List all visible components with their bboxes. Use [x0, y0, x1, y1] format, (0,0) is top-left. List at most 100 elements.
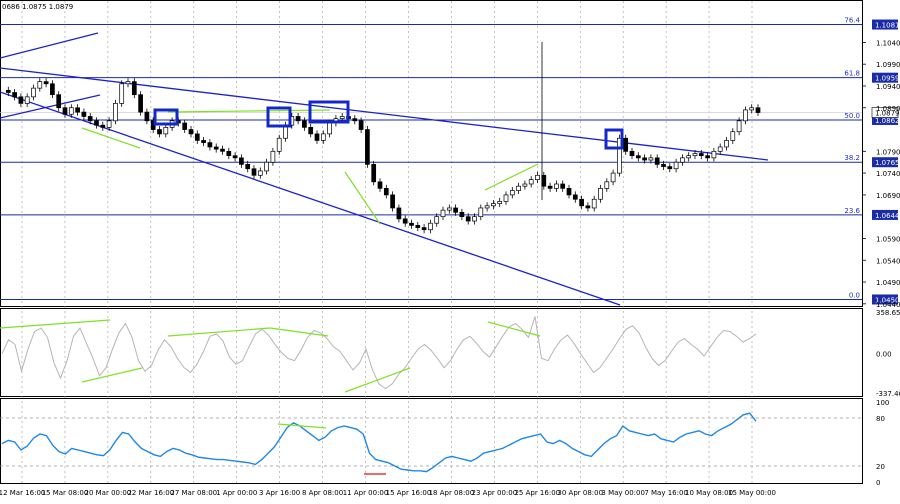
- candle-body: [453, 207, 458, 213]
- candle-body: [717, 146, 723, 152]
- candle-body: [554, 183, 559, 189]
- level-price-label: 1.0644: [875, 212, 900, 220]
- candle-body: [446, 207, 452, 211]
- candle-body: [113, 103, 118, 122]
- x-tick-label: 12 Mar 16:00: [0, 489, 45, 497]
- divergence-line: [344, 171, 381, 225]
- candle-body: [749, 107, 755, 111]
- rsi-tick-label: 0: [876, 479, 880, 487]
- x-tick-label: 8 Apr 08:00: [302, 489, 343, 497]
- candle-body: [377, 181, 383, 189]
- cci-divergence-line: [269, 327, 329, 337]
- candle-body: [491, 203, 496, 207]
- candle-body: [226, 150, 232, 157]
- candle-body: [535, 174, 540, 180]
- current-price-box: [871, 107, 899, 118]
- candle-body: [610, 172, 616, 183]
- rsi-tick-label: 100: [876, 399, 889, 407]
- trendline: [0, 32, 99, 59]
- candle-body: [276, 137, 282, 152]
- x-tick-label: 1 Apr 00:00: [216, 489, 257, 497]
- fib-label: 0.0: [849, 291, 860, 299]
- candle-body: [698, 153, 704, 157]
- candle-body: [365, 129, 370, 165]
- candle-body: [119, 83, 125, 104]
- candle-body: [572, 194, 578, 200]
- candle-body: [207, 142, 213, 148]
- y-tick-label: 1.1040: [876, 39, 900, 47]
- candle-body: [497, 201, 503, 204]
- candle-body: [661, 164, 666, 167]
- candle-body: [736, 120, 742, 133]
- trendline: [0, 94, 101, 119]
- candle-body: [62, 107, 68, 115]
- x-tick-label: 30 Apr 08:00: [557, 489, 603, 497]
- x-tick-label: 25 Apr 16:00: [514, 489, 560, 497]
- fib-label: 76.4: [844, 17, 860, 25]
- y-tick-label: 1.0540: [876, 257, 900, 265]
- divergence-line: [484, 163, 539, 191]
- level-price-label: 1.1081: [875, 22, 900, 30]
- candle-body: [604, 181, 610, 189]
- candle-body: [201, 140, 206, 143]
- candle-body: [245, 164, 251, 170]
- candle-body: [522, 183, 528, 187]
- y-tick-label: 1.0490: [876, 279, 900, 287]
- x-tick-label: 10 May 08:00: [685, 489, 733, 497]
- cci-tick-label: 358.6587: [876, 309, 900, 317]
- candle-body: [81, 111, 87, 117]
- candle-body: [358, 120, 364, 130]
- divergence-lines: [81, 109, 539, 225]
- candle-body: [295, 116, 301, 122]
- level-price-box: [872, 114, 898, 125]
- candle-body: [194, 133, 200, 141]
- y-tick-label: 1.0590: [876, 235, 900, 243]
- candle-body: [314, 133, 320, 141]
- candle-body: [623, 137, 629, 152]
- candle-body: [547, 185, 553, 189]
- x-tick-label: 3 May 00:00: [601, 489, 645, 497]
- rsi-tick-label: 80: [876, 415, 885, 423]
- candle-body: [251, 168, 257, 176]
- candle-body: [402, 218, 408, 224]
- candle-body: [239, 157, 244, 165]
- y-tick-label: 1.0990: [876, 61, 900, 69]
- signal-marker: [308, 100, 350, 124]
- candle-body: [264, 161, 269, 172]
- y-tick-label: 1.0690: [876, 192, 900, 200]
- candle-body: [131, 81, 137, 96]
- cci-divergence-line: [81, 367, 143, 383]
- signal-marker: [604, 128, 624, 150]
- signal-marker: [266, 106, 292, 128]
- candle-body: [302, 120, 307, 128]
- candle-body: [484, 205, 490, 209]
- candle-body: [503, 194, 509, 202]
- candlesticks: [5, 42, 761, 234]
- candle-body: [465, 216, 471, 222]
- y-tick-label: 1.0890: [876, 105, 900, 113]
- cci-divergence-line: [344, 367, 411, 393]
- candle-body: [591, 198, 597, 209]
- candle-body: [560, 183, 566, 189]
- x-tick-label: 3 Apr 16:00: [259, 489, 300, 497]
- candle-body: [629, 150, 635, 157]
- candle-body: [232, 155, 238, 159]
- level-price-label: 1.0862: [875, 117, 900, 125]
- candle-body: [37, 81, 43, 89]
- candle-body: [711, 150, 717, 159]
- x-tick-label: 15 Mar 08:00: [42, 489, 89, 497]
- candle-body: [673, 161, 679, 170]
- candle-body: [667, 166, 673, 170]
- signal-markers: [153, 100, 624, 150]
- x-tick-label: 7 May 16:00: [644, 489, 688, 497]
- fib-label: 50.0: [844, 112, 860, 120]
- cci-divergence-line: [0, 319, 111, 329]
- candle-body: [434, 216, 440, 224]
- cci-panel-frame: [0, 308, 863, 397]
- cci-divergence-line: [167, 327, 271, 337]
- x-tick-label: 11 Apr 00:00: [343, 489, 389, 497]
- level-price-box: [872, 209, 898, 220]
- level-price-box: [872, 157, 898, 168]
